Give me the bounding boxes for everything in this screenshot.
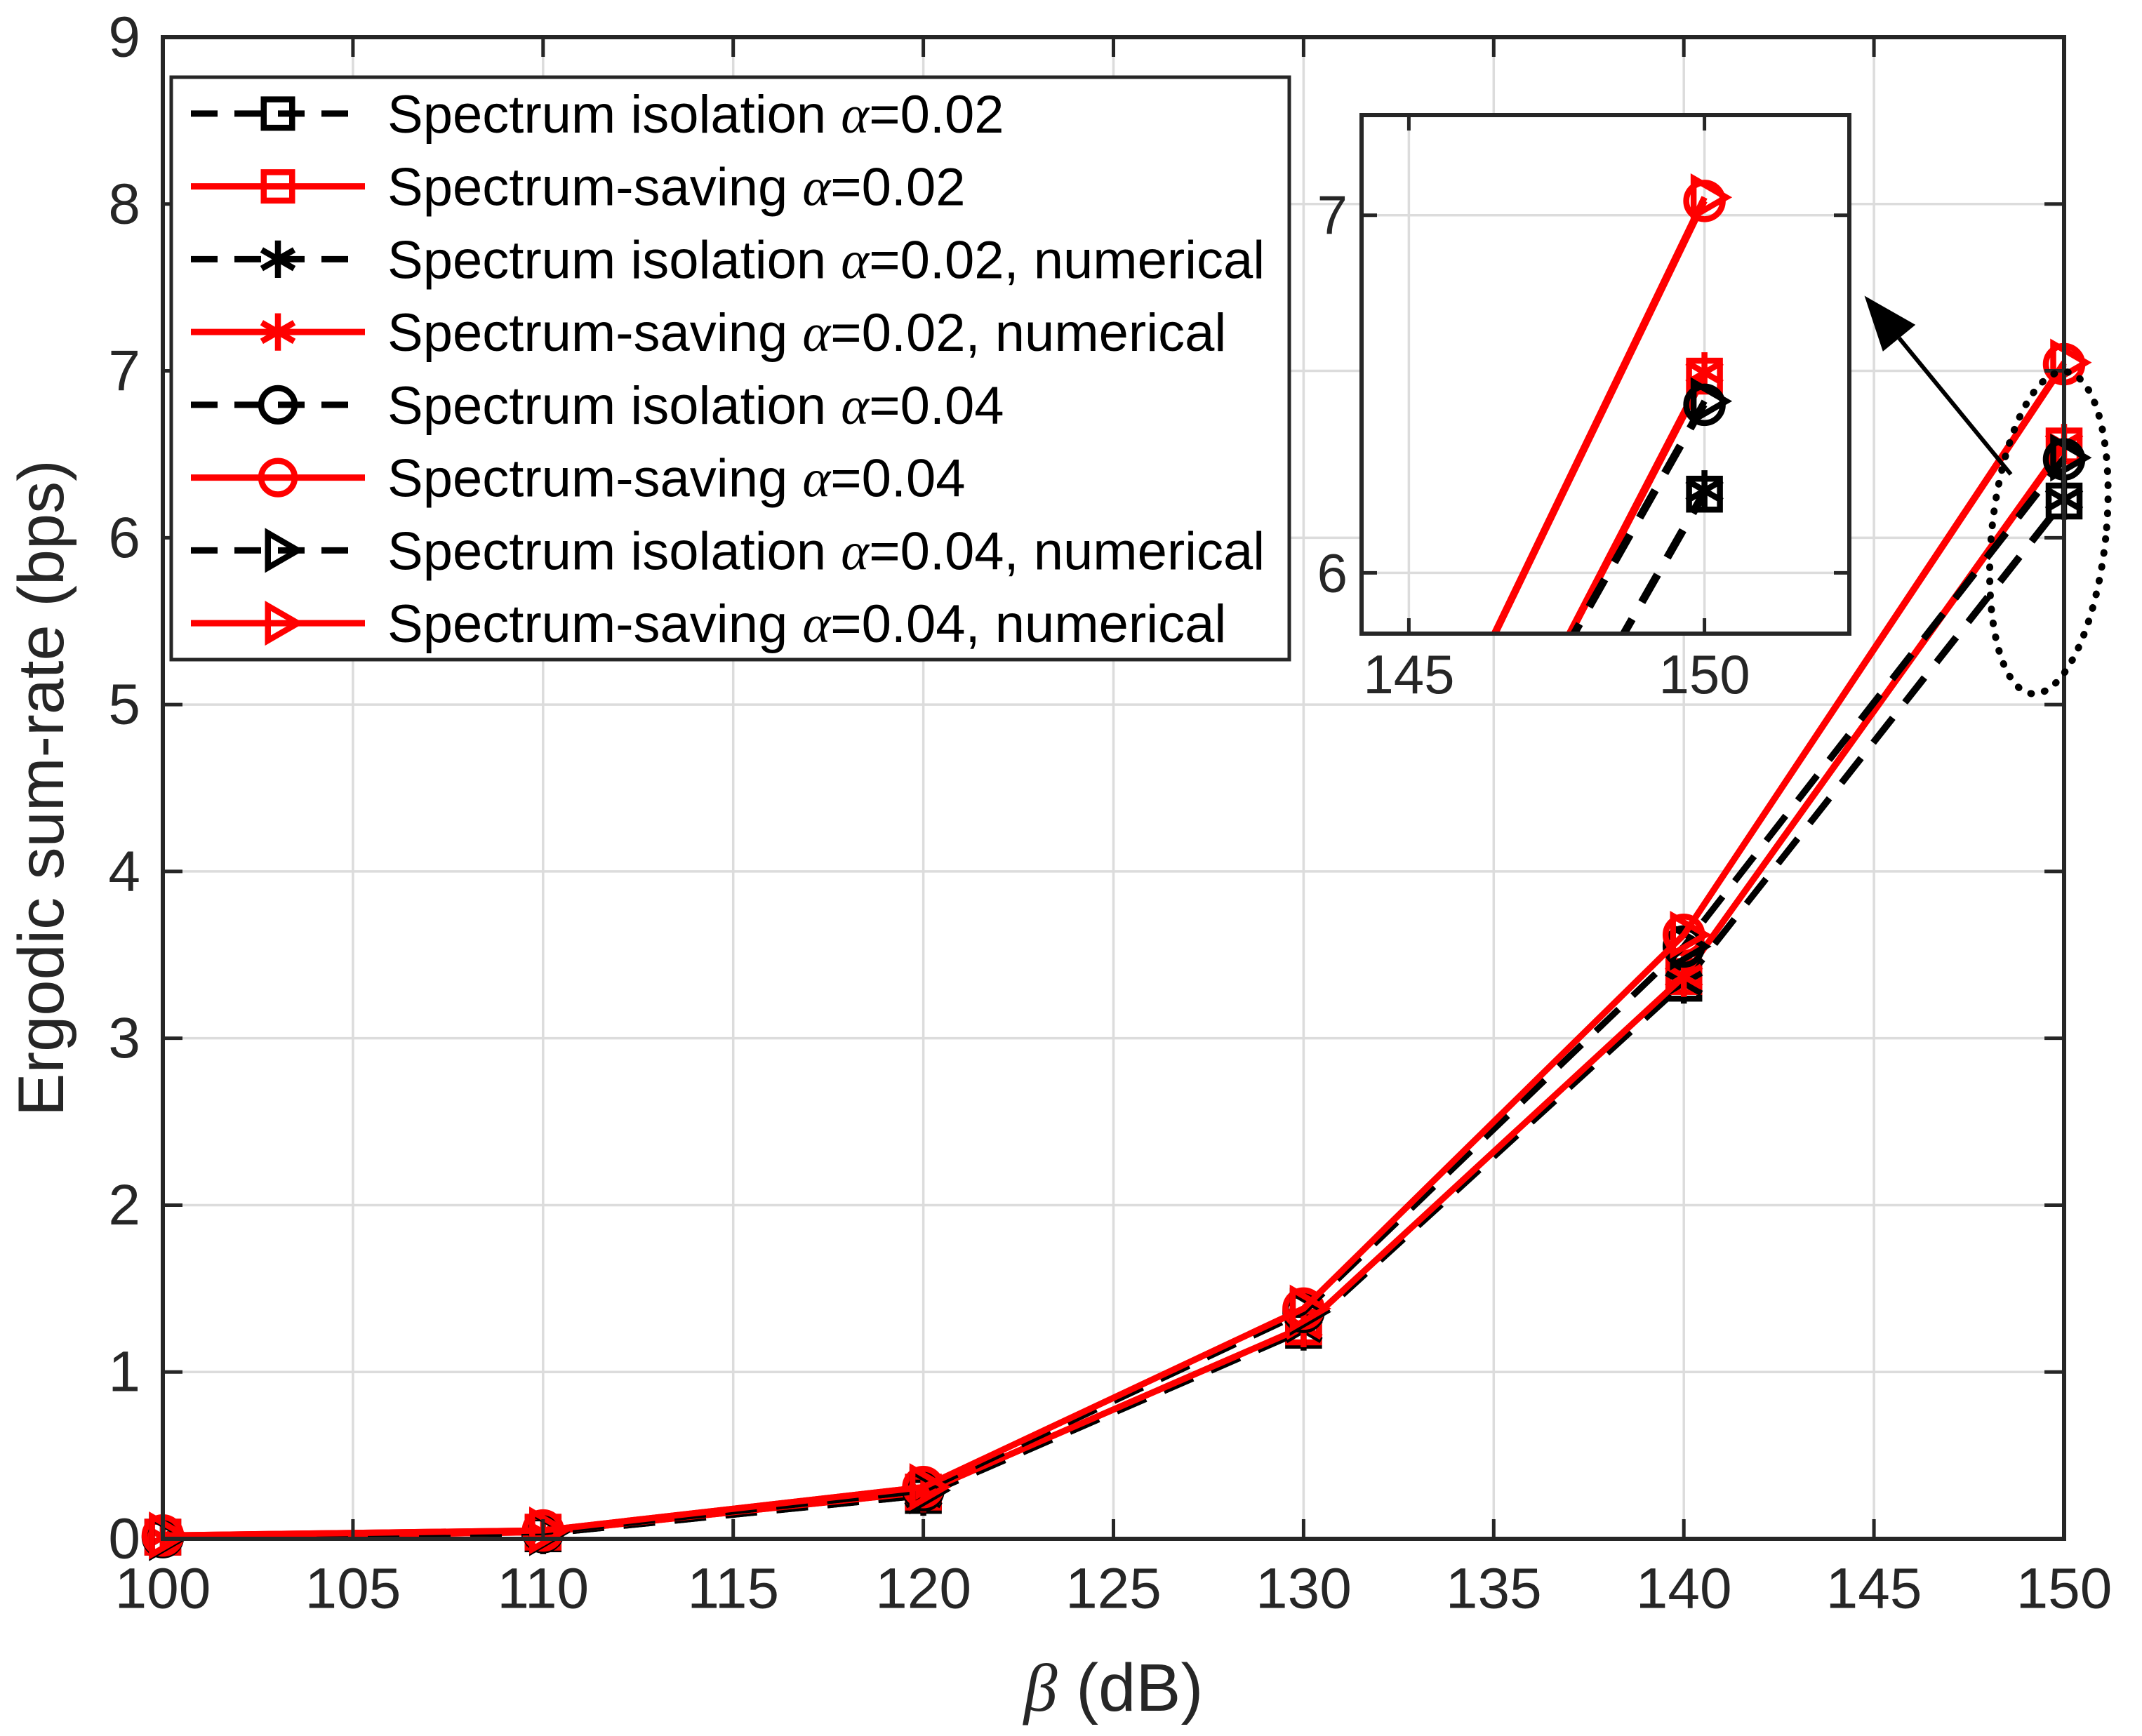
legend-label: Spectrum isolation α=0.02, numerical [387, 230, 1265, 290]
inset-series-layer [1490, 173, 1733, 634]
inset-ticks [1362, 115, 1849, 634]
y-tick-label: 4 [108, 839, 140, 903]
x-tick-label: 145 [1826, 1556, 1922, 1620]
x-tick-label: 120 [875, 1556, 971, 1620]
marker-triangle-shape [265, 528, 305, 573]
x-tick-label: 130 [1256, 1556, 1352, 1620]
inset-x-tick-label: 150 [1659, 643, 1750, 705]
y-tick-label: 9 [108, 6, 140, 69]
marker-asterisk-arm [1685, 477, 1724, 504]
legend-label: Spectrum isolation α=0.04 [387, 376, 1004, 436]
marker-triangle-shape [1289, 1284, 1331, 1333]
marker-asterisk-arm [260, 320, 296, 345]
marker-triangle-shape [2050, 433, 2092, 482]
marker-square-shape [260, 96, 295, 131]
series-layer [141, 338, 2092, 1561]
legend-label: Spectrum-saving α=0.04 [387, 449, 966, 509]
marker-triangle-right [2050, 433, 2092, 482]
marker-triangle-shape [1670, 911, 1712, 959]
x-tick-label: 135 [1446, 1556, 1542, 1620]
y-tick-label: 2 [108, 1173, 140, 1237]
inset-axes: 145 150 6 7 [1317, 113, 1851, 705]
marker-asterisk [260, 313, 296, 351]
inset-y-tick-label: 6 [1317, 542, 1348, 603]
y-tick-label: 3 [108, 1006, 140, 1070]
inset-y-tick-label: 7 [1317, 185, 1348, 246]
legend-entry: Spectrum-saving α=0.02, numerical [191, 303, 1226, 363]
marker-triangle-right [1690, 173, 1733, 222]
x-tick-label: 110 [497, 1556, 589, 1620]
marker-circle-shape [258, 385, 298, 425]
y-axis-label: Ergodic sum-rate (bps) [6, 460, 77, 1116]
legend-entry: Spectrum isolation α=0.02 [191, 85, 1004, 145]
marker-square [260, 169, 295, 204]
x-tick-label: 140 [1636, 1556, 1732, 1620]
x-tick-label: 100 [115, 1556, 211, 1620]
legend-entry: Spectrum isolation α=0.04, numerical [191, 521, 1265, 581]
marker-triangle-right [265, 601, 305, 646]
marker-triangle-shape [1690, 173, 1733, 222]
y-tick-label: 5 [108, 673, 140, 737]
legend-label: Spectrum-saving α=0.02 [387, 158, 966, 218]
x-tick-label: 105 [305, 1556, 401, 1620]
x-tick-label: 150 [2016, 1556, 2113, 1620]
y-tick-label: 0 [108, 1507, 140, 1571]
marker-triangle-right [1289, 1284, 1331, 1333]
marker-triangle-right [1670, 911, 1712, 959]
legend-label: Spectrum isolation α=0.02 [387, 85, 1004, 145]
marker-circle-shape [258, 458, 298, 498]
inset-tick-labels: 145 150 6 7 [1317, 185, 1750, 705]
inset-x-tick-label: 145 [1363, 643, 1454, 705]
marker-triangle-shape [1690, 377, 1733, 425]
legend-entry: Spectrum-saving α=0.04 [191, 449, 966, 509]
legend-label: Spectrum-saving α=0.02, numerical [387, 303, 1226, 363]
tick-labels: 100 105 110 115 120 125 130 135 140 145 150 0 1 2 3 4 5 6… [108, 6, 2112, 1621]
series-line-7 [162, 361, 2067, 1539]
y-tick-label: 1 [108, 1340, 140, 1404]
marker-triangle-right [265, 528, 305, 573]
x-axis-label: β (dB) [1023, 1650, 1204, 1725]
marker-square-shape [260, 169, 295, 204]
y-tick-label: 7 [108, 339, 140, 403]
marker-triangle-right [149, 1511, 191, 1560]
marker-triangle-right [909, 1463, 952, 1511]
inset-background [1362, 115, 1849, 634]
marker-asterisk [1685, 470, 1724, 512]
legend-entry: Spectrum-saving α=0.04, numerical [191, 594, 1226, 654]
y-tick-label: 8 [108, 172, 140, 236]
marker-triangle-shape [265, 601, 305, 646]
legend: Spectrum isolation α=0.02 Spectrum-saving… [169, 75, 1291, 662]
marker-circle [258, 458, 298, 498]
marker-triangle-shape [149, 1511, 191, 1560]
legend-label: Spectrum isolation α=0.04, numerical [387, 521, 1265, 581]
zoom-region-ellipse [1985, 368, 2112, 697]
legend-box [169, 75, 1291, 662]
zoom-arrow-line [1897, 336, 2013, 476]
inset-frame [1359, 113, 1851, 636]
marker-asterisk-arm [260, 247, 296, 272]
legend-label: Spectrum-saving α=0.04, numerical [387, 594, 1226, 654]
x-tick-label: 125 [1065, 1556, 1162, 1620]
legend-entry: Spectrum-saving α=0.02 [191, 158, 966, 218]
marker-asterisk-arm [1664, 963, 1703, 989]
legend-entry: Spectrum isolation α=0.04 [191, 376, 1004, 436]
marker-triangle-right [1690, 377, 1733, 425]
y-tick-label: 6 [108, 506, 140, 570]
marker-circle [258, 385, 298, 425]
marker-triangle-shape [909, 1463, 952, 1511]
zoom-arrow-head [1864, 295, 1916, 352]
marker-asterisk [260, 240, 296, 279]
x-tick-label: 115 [687, 1556, 779, 1620]
legend-entry: Spectrum isolation α=0.02, numerical [191, 230, 1265, 290]
marker-square [260, 96, 295, 131]
